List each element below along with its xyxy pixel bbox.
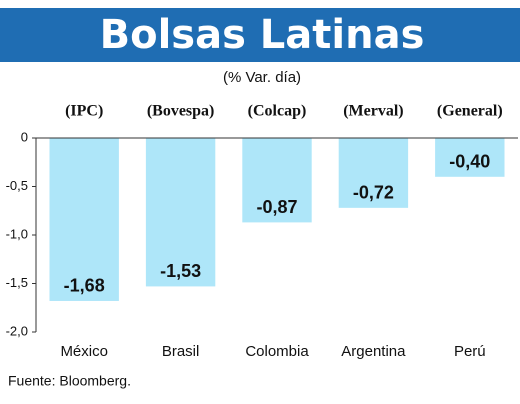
y-tick-label: -1,5 [6,275,28,290]
title-banner [0,8,520,62]
bar [435,138,505,177]
x-tick-label: Perú [454,343,486,360]
y-tick-label: -1,0 [6,226,28,241]
index-label: (Colcap) [248,103,307,120]
index-label: (IPC) [65,103,103,120]
bar [49,138,119,301]
x-tick-label: México [60,343,108,360]
subtitle: (% Var. día) [223,69,301,86]
bar [145,138,216,287]
value-label: -0,72 [353,183,394,203]
x-tick-label: Colombia [245,343,309,360]
bar [338,138,409,208]
y-tick-label: -0,5 [6,178,28,193]
chart-title: Bolsas Latinas [100,12,425,58]
x-tick-label: Argentina [341,343,406,360]
y-tick-label: -2,0 [6,323,28,338]
index-label: (Merval) [343,103,403,120]
value-label: -1,53 [160,261,201,281]
index-label: (Bovespa) [147,103,215,120]
x-tick-label: Brasil [162,343,200,360]
index-label: (General) [437,103,503,120]
source: Fuente: Bloomberg. [8,373,131,389]
value-label: -0,87 [256,197,297,217]
value-label: -1,68 [64,276,105,296]
value-label: -0,40 [449,152,490,172]
bar [242,138,312,223]
y-tick-label: 0 [21,129,28,144]
